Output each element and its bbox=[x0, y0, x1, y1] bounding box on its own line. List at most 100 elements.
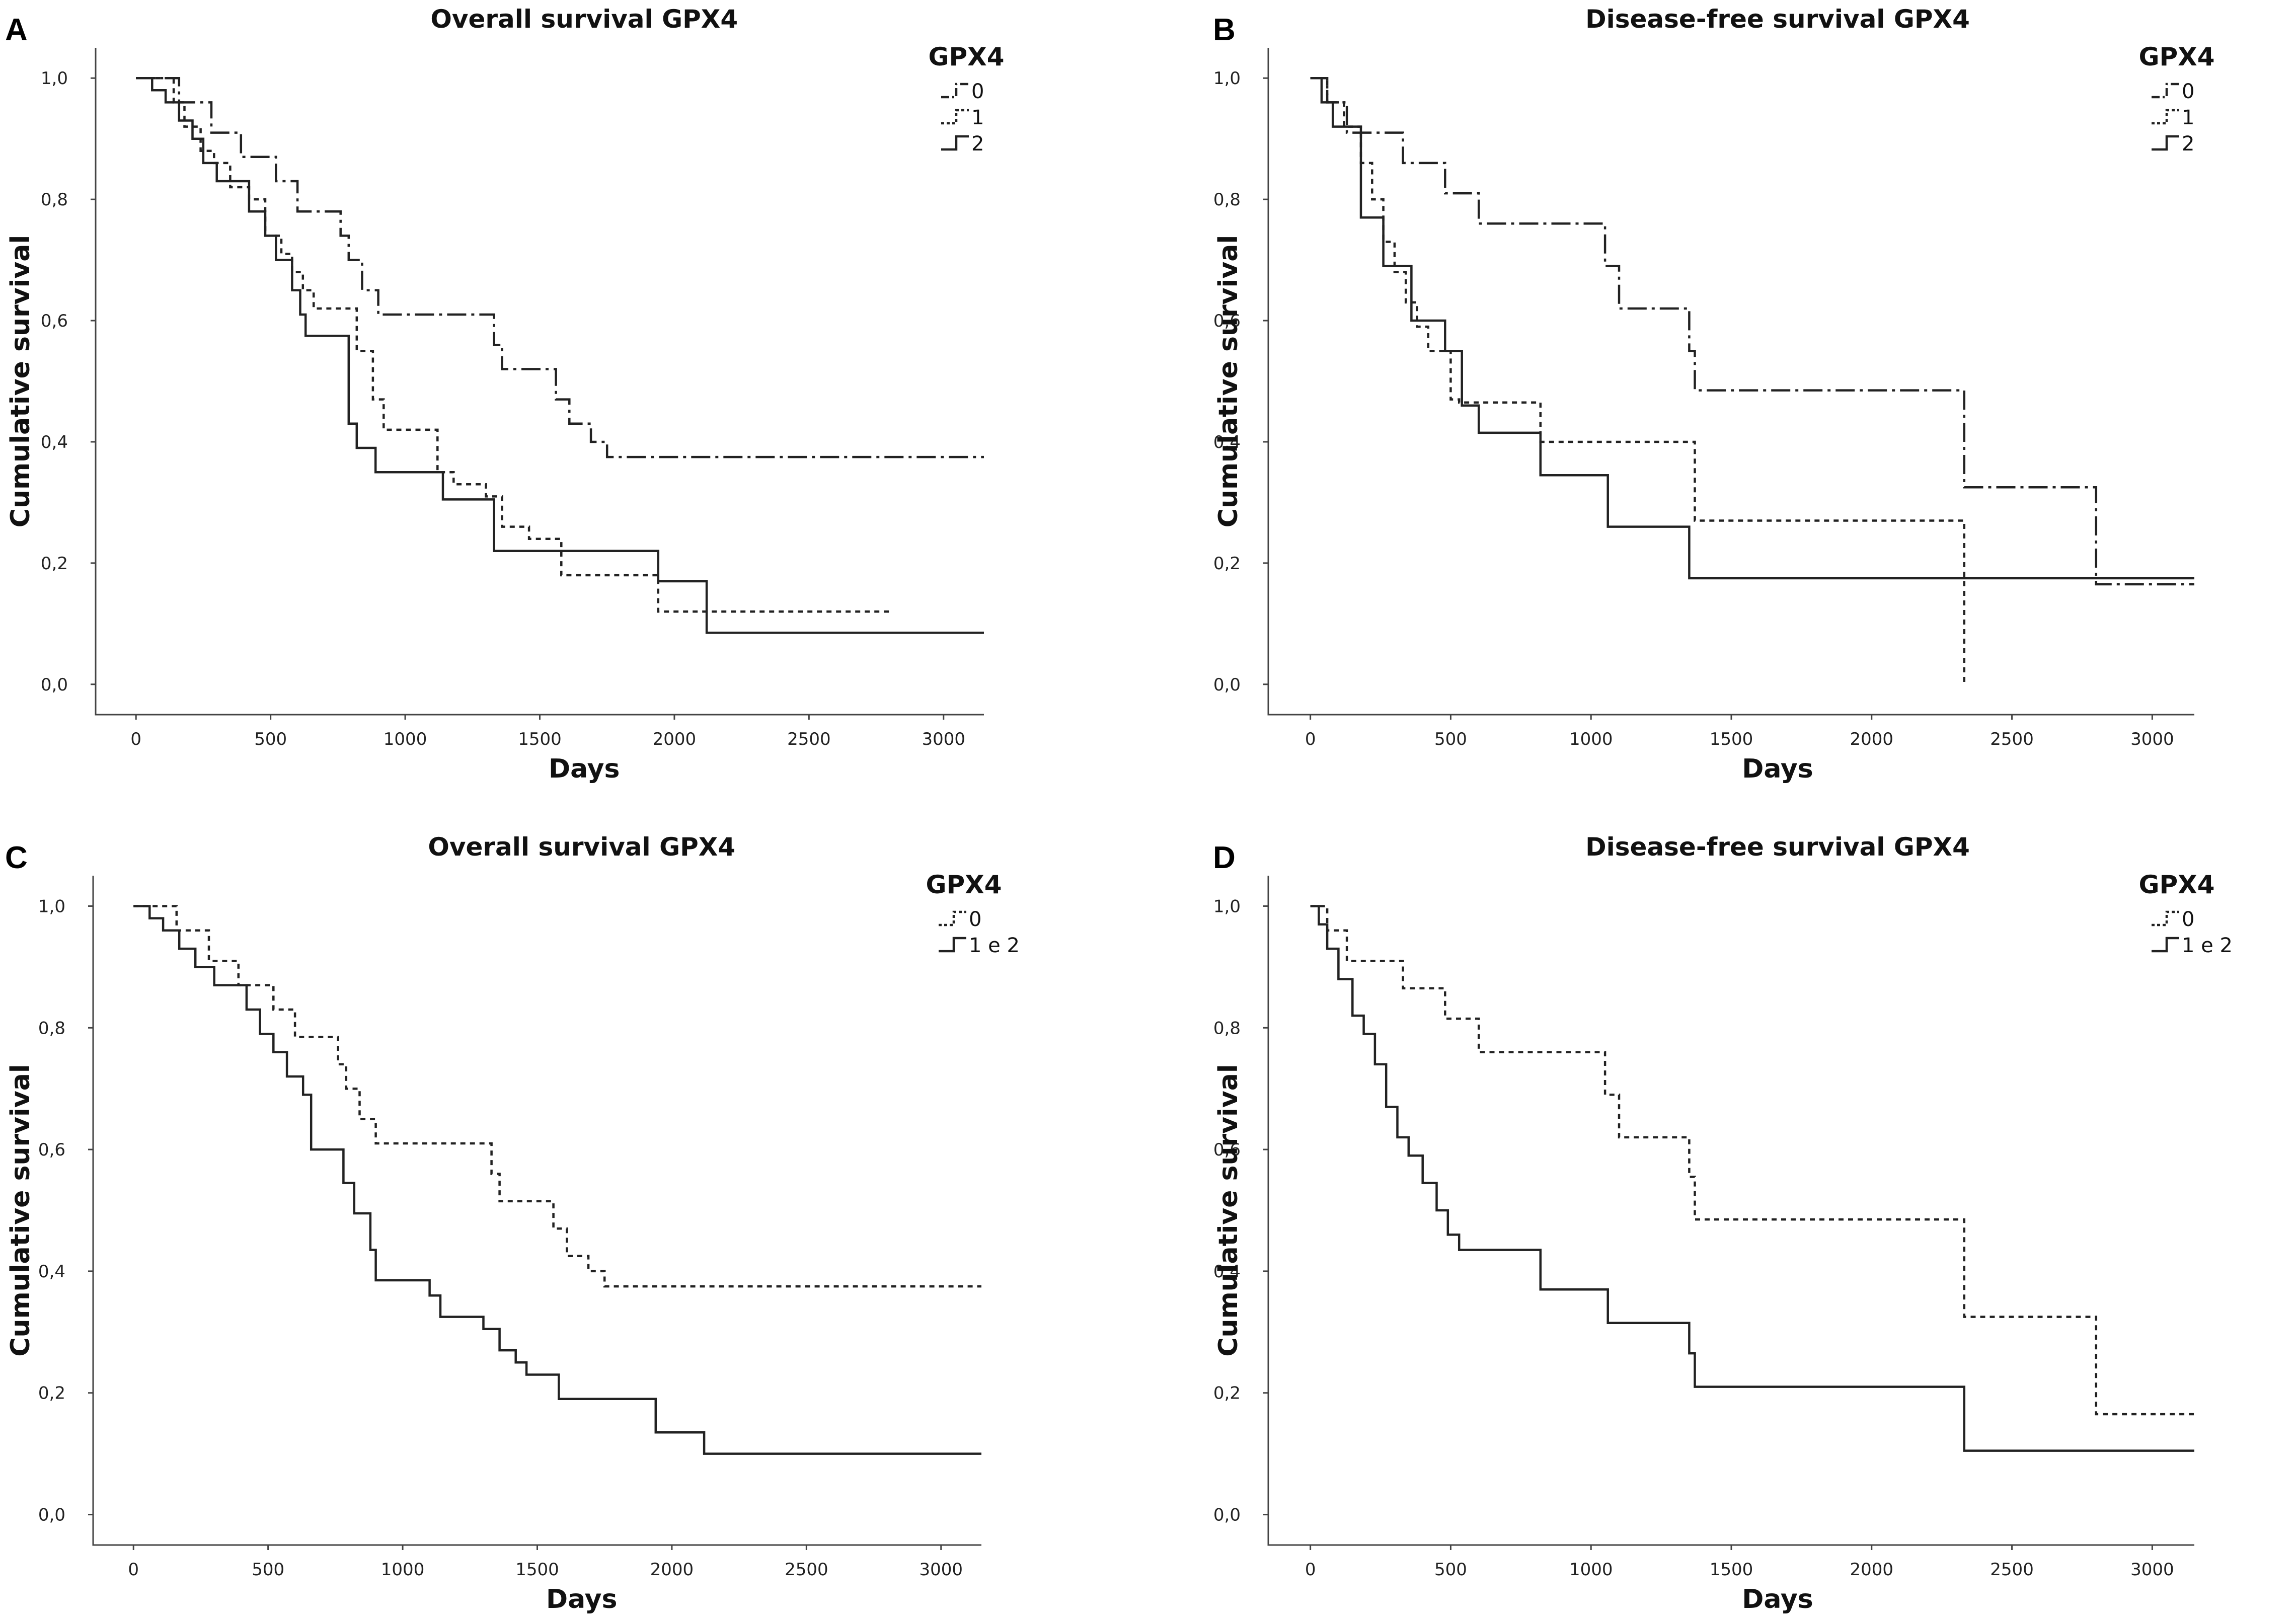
y-tick-label: 0,0 bbox=[1213, 675, 1241, 695]
x-tick-label: 0 bbox=[128, 1560, 139, 1580]
legend: GPX4 0 1 2 bbox=[928, 42, 1004, 156]
y-tick-label: 0,4 bbox=[41, 432, 68, 452]
x-tick-label: 500 bbox=[1434, 1560, 1467, 1580]
x-tick-label: 1500 bbox=[518, 729, 562, 749]
legend-swatch bbox=[2152, 937, 2179, 953]
y-tick-label: 0,2 bbox=[38, 1383, 65, 1404]
legend-title: GPX4 bbox=[2138, 42, 2214, 71]
panel-a: A Overall survival GPX4 0,0 0,2 0,4 0,6 0,8 1,0… bbox=[5, 5, 1005, 784]
y-tick-label: 0,8 bbox=[1213, 190, 1241, 210]
x-tick-label: 2500 bbox=[1990, 1560, 2034, 1580]
y-tick-label: 0,6 bbox=[41, 311, 68, 331]
panel-b: B Disease-free survival GPX4 0,0 0,2 0,4 0,6 0… bbox=[1213, 5, 2215, 784]
chart-title: Overall survival GPX4 bbox=[430, 5, 738, 34]
y-tick-label: 0,4 bbox=[1213, 1262, 1241, 1282]
axes-frame bbox=[95, 48, 984, 716]
series-line-0 bbox=[1310, 905, 2194, 1416]
x-tick-label: 1000 bbox=[1569, 1560, 1613, 1580]
series-line-2 bbox=[136, 76, 984, 634]
x-axis-label: Days bbox=[1742, 754, 1813, 784]
x-tick-label: 1000 bbox=[381, 1560, 425, 1580]
x-tick-label: 0 bbox=[1305, 729, 1316, 749]
x-tick-label: 1000 bbox=[1569, 729, 1613, 749]
legend-title: GPX4 bbox=[928, 42, 1004, 71]
legend-entry: 1 e 2 bbox=[2182, 934, 2233, 957]
series-line-1-e-2 bbox=[133, 905, 981, 1455]
x-axis-label: Days bbox=[1742, 1584, 1813, 1614]
y-tick-label: 0,2 bbox=[41, 554, 68, 574]
x-tick-label: 2000 bbox=[653, 729, 697, 749]
legend-title: GPX4 bbox=[926, 870, 1002, 899]
x-tick-label: 3000 bbox=[922, 729, 966, 749]
legend-swatch bbox=[2152, 83, 2179, 99]
y-tick-label: 0,8 bbox=[41, 190, 68, 210]
x-tick-label: 2000 bbox=[650, 1560, 694, 1580]
legend: GPX4 0 1 e 2 bbox=[926, 870, 1019, 957]
y-tick-label: 0,6 bbox=[38, 1140, 65, 1160]
y-tick-label: 0,2 bbox=[1213, 554, 1241, 574]
y-tick-label: 0,8 bbox=[38, 1018, 65, 1038]
series-line-0 bbox=[1310, 76, 2194, 586]
y-axis-label: Cumulative survival bbox=[6, 1064, 36, 1356]
y-axis-label: Cumulative survival bbox=[1213, 1064, 1244, 1356]
y-tick-label: 0,8 bbox=[1213, 1018, 1241, 1038]
x-tick-label: 1500 bbox=[1710, 1560, 1753, 1580]
legend-entry: 0 bbox=[2182, 80, 2194, 103]
chart-title: Disease-free survival GPX4 bbox=[1585, 832, 1970, 862]
legend-entry: 1 e 2 bbox=[969, 934, 1020, 957]
legend-swatch bbox=[2152, 109, 2179, 125]
series-line-0 bbox=[133, 905, 981, 1288]
x-tick-label: 0 bbox=[130, 729, 141, 749]
x-tick-label: 2500 bbox=[785, 1560, 828, 1580]
panel-c: C Overall survival GPX4 0,0 0,2 0,4 0,6 0,8 1,0… bbox=[5, 832, 1020, 1614]
panel-letter: A bbox=[5, 13, 28, 47]
x-tick-label: 1500 bbox=[515, 1560, 559, 1580]
legend: GPX4 0 1 e 2 bbox=[2138, 870, 2232, 957]
legend-entry: 1 bbox=[971, 106, 984, 129]
y-tick-label: 0,0 bbox=[41, 675, 68, 695]
y-tick-label: 0,6 bbox=[1213, 311, 1241, 331]
series-line-1 bbox=[1310, 76, 1966, 686]
legend-entry: 2 bbox=[2182, 132, 2194, 156]
panel-letter: D bbox=[1213, 840, 1236, 875]
series-line-0 bbox=[136, 76, 984, 458]
y-tick-label: 0,2 bbox=[1213, 1383, 1241, 1404]
x-tick-label: 500 bbox=[252, 1560, 284, 1580]
y-tick-label: 1,0 bbox=[41, 68, 68, 89]
x-tick-label: 3000 bbox=[2130, 729, 2174, 749]
x-tick-label: 2500 bbox=[1990, 729, 2034, 749]
x-tick-label: 3000 bbox=[2130, 1560, 2174, 1580]
legend-entry: 0 bbox=[969, 908, 981, 931]
legend-entry: 0 bbox=[2182, 908, 2194, 931]
legend-swatch bbox=[941, 109, 969, 125]
y-axis-label: Cumulative survival bbox=[1213, 235, 1244, 527]
x-tick-label: 1500 bbox=[1710, 729, 1753, 749]
legend-swatch bbox=[941, 83, 969, 99]
x-axis-label: Days bbox=[546, 1584, 618, 1614]
legend-title: GPX4 bbox=[2138, 870, 2214, 899]
legend-entry: 2 bbox=[971, 132, 984, 156]
y-tick-label: 1,0 bbox=[38, 896, 65, 916]
x-tick-label: 3000 bbox=[920, 1560, 963, 1580]
y-tick-label: 0,4 bbox=[38, 1262, 65, 1282]
legend-swatch bbox=[2152, 135, 2179, 151]
axes-frame bbox=[1267, 48, 2194, 716]
legend-swatch bbox=[941, 135, 969, 151]
series-line-1-e-2 bbox=[1310, 905, 2194, 1452]
x-axis-label: Days bbox=[549, 754, 620, 784]
y-tick-label: 1,0 bbox=[1213, 68, 1241, 89]
x-tick-label: 0 bbox=[1305, 1560, 1316, 1580]
chart-title: Overall survival GPX4 bbox=[428, 832, 735, 862]
y-tick-label: 1,0 bbox=[1213, 896, 1241, 916]
x-tick-label: 500 bbox=[254, 729, 287, 749]
legend-entry: 1 bbox=[2182, 106, 2194, 129]
x-tick-label: 2000 bbox=[1850, 1560, 1894, 1580]
x-tick-label: 2500 bbox=[787, 729, 831, 749]
x-tick-label: 2000 bbox=[1850, 729, 1894, 749]
x-tick-label: 500 bbox=[1434, 729, 1467, 749]
axes-frame bbox=[92, 876, 981, 1546]
panel-d: D Disease-free survival GPX4 0,0 0,2 0,4 0,6 0… bbox=[1213, 832, 2233, 1614]
panel-letter: B bbox=[1213, 13, 1236, 47]
y-axis-label: Cumulative survival bbox=[6, 235, 36, 527]
